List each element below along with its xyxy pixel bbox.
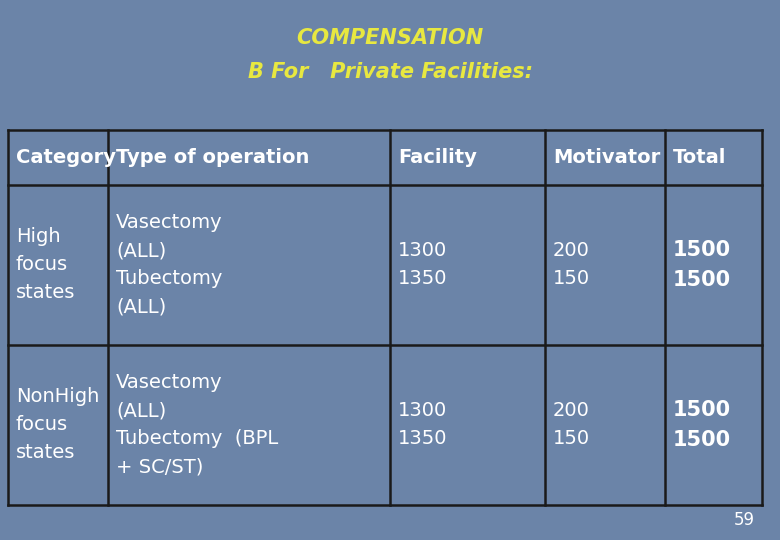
Text: Motivator: Motivator [553, 148, 660, 167]
Text: 1500
1500: 1500 1500 [673, 240, 731, 290]
Text: Vasectomy
(ALL)
Tubectomy
(ALL): Vasectomy (ALL) Tubectomy (ALL) [116, 213, 222, 316]
Text: 200
150: 200 150 [553, 402, 590, 449]
Text: NonHigh
focus
states: NonHigh focus states [16, 388, 99, 462]
Text: 1300
1350: 1300 1350 [398, 241, 448, 288]
Text: 1300
1350: 1300 1350 [398, 402, 448, 449]
Text: 59: 59 [734, 511, 755, 529]
Text: COMPENSATION: COMPENSATION [296, 28, 484, 48]
Text: 1500
1500: 1500 1500 [673, 400, 731, 450]
Text: B For   Private Facilities:: B For Private Facilities: [247, 62, 533, 82]
Text: 200
150: 200 150 [553, 241, 590, 288]
Text: Facility: Facility [398, 148, 477, 167]
Text: Total: Total [673, 148, 726, 167]
Text: Vasectomy
(ALL)
Tubectomy  (BPL
+ SC/ST): Vasectomy (ALL) Tubectomy (BPL + SC/ST) [116, 374, 278, 476]
Text: High
focus
states: High focus states [16, 227, 76, 302]
Text: Category: Category [16, 148, 116, 167]
Text: Type of operation: Type of operation [116, 148, 310, 167]
